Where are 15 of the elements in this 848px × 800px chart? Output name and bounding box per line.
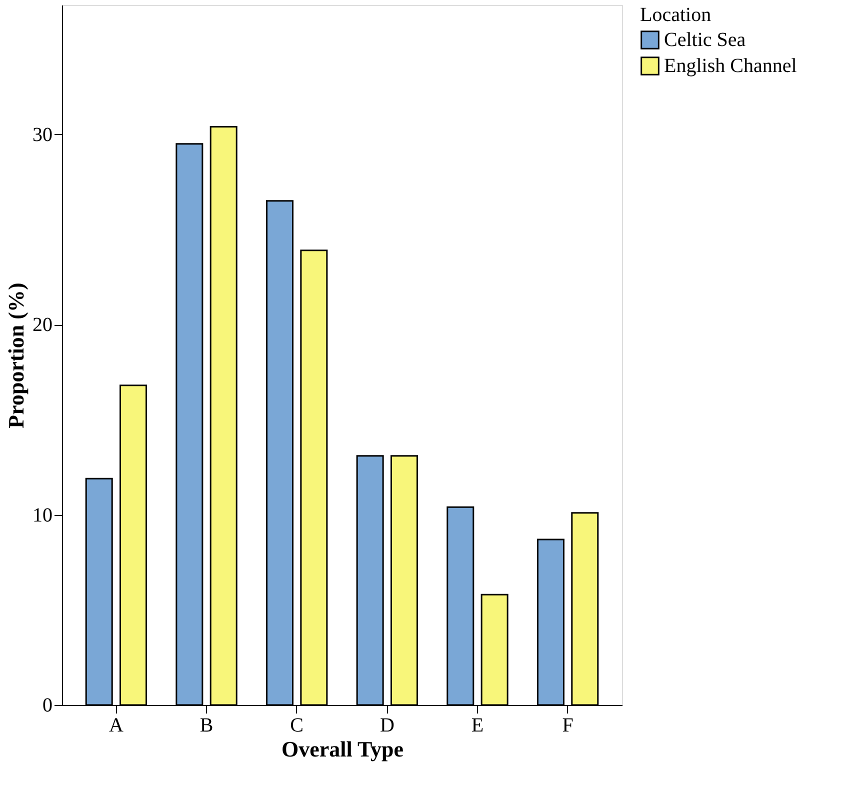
y-axis-title: Proportion (%): [4, 282, 28, 428]
legend-title: Location: [640, 4, 712, 26]
x-axis-title: Overall Type: [281, 736, 404, 762]
y-tick-label: 10: [32, 504, 52, 526]
x-tick-label: C: [290, 714, 304, 736]
x-tick-label: D: [380, 714, 394, 736]
y-tick-label: 30: [32, 124, 52, 146]
x-tick-label: E: [471, 714, 484, 736]
y-tick-label: 0: [42, 694, 52, 716]
legend-label: English Channel: [664, 55, 798, 77]
legend-label: Celtic Sea: [664, 29, 746, 51]
y-tick-label: 20: [32, 314, 52, 336]
x-tick-label: F: [562, 714, 574, 736]
x-tick-label: A: [108, 714, 124, 736]
x-tick-label: B: [200, 714, 214, 736]
